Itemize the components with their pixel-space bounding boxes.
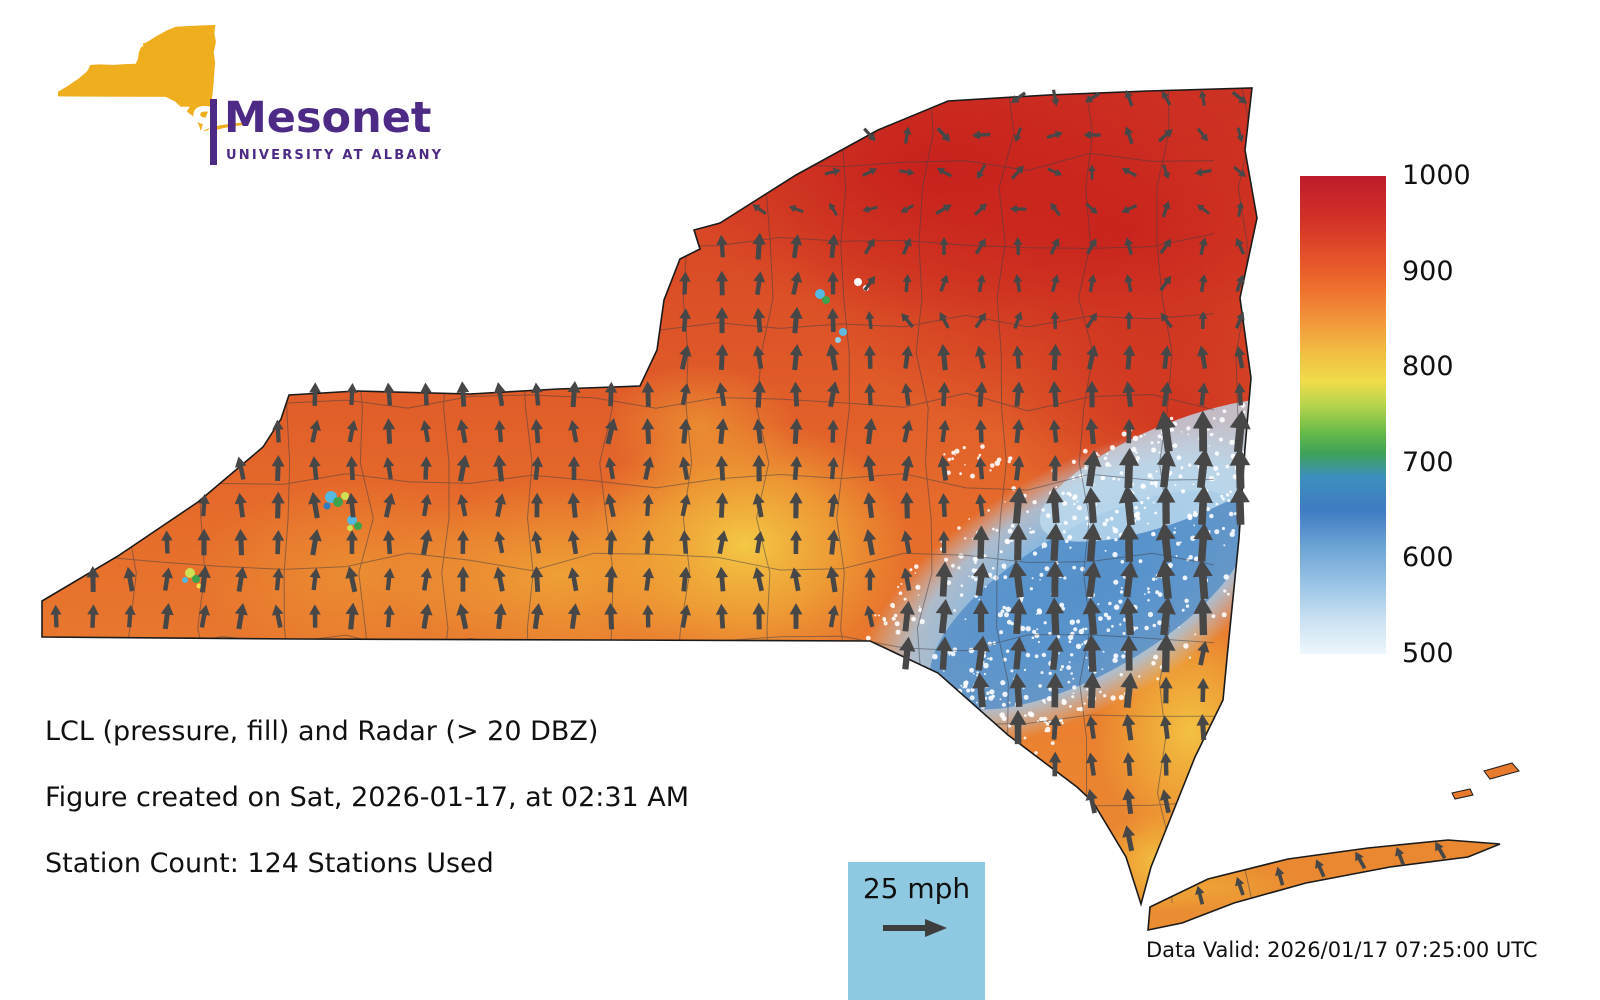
station-count-text: Station Count: 124 Stations Used (45, 848, 494, 879)
logo-name: Mesonet (224, 93, 432, 143)
logo-subtitle: UNIVERSITY AT ALBANY (226, 148, 444, 163)
colorbar-tick-900: 900 (1402, 256, 1454, 287)
radar-echo-clusters (182, 278, 869, 589)
colorbar-tick-700: 700 (1402, 447, 1454, 478)
wind-reference-arrow-icon (882, 919, 947, 937)
radar-echo-west (323, 491, 362, 531)
colorbar-tick-500: 500 (1402, 638, 1454, 669)
figure-title: LCL (pressure, fill) and Radar (> 20 DBZ… (45, 716, 599, 747)
logo-acronym: NYS (126, 100, 221, 146)
colorbar (1300, 176, 1386, 654)
logo-divider (210, 99, 217, 165)
colorbar-tick-1000: 1000 (1402, 160, 1471, 191)
radar-echo-southwest (182, 568, 202, 589)
wind-vector-arrows (50, 89, 1447, 905)
figure-created-text: Figure created on Sat, 2026-01-17, at 02… (45, 782, 690, 813)
wind-speed-legend: 25 mph (848, 862, 985, 1000)
colorbar-tick-800: 800 (1402, 351, 1454, 382)
colorbar-tick-600: 600 (1402, 542, 1454, 573)
nys-logo-shape (57, 25, 248, 135)
data-valid-text: Data Valid: 2026/01/17 07:25:00 UTC (1146, 938, 1538, 962)
wind-speed-label: 25 mph (862, 872, 971, 905)
